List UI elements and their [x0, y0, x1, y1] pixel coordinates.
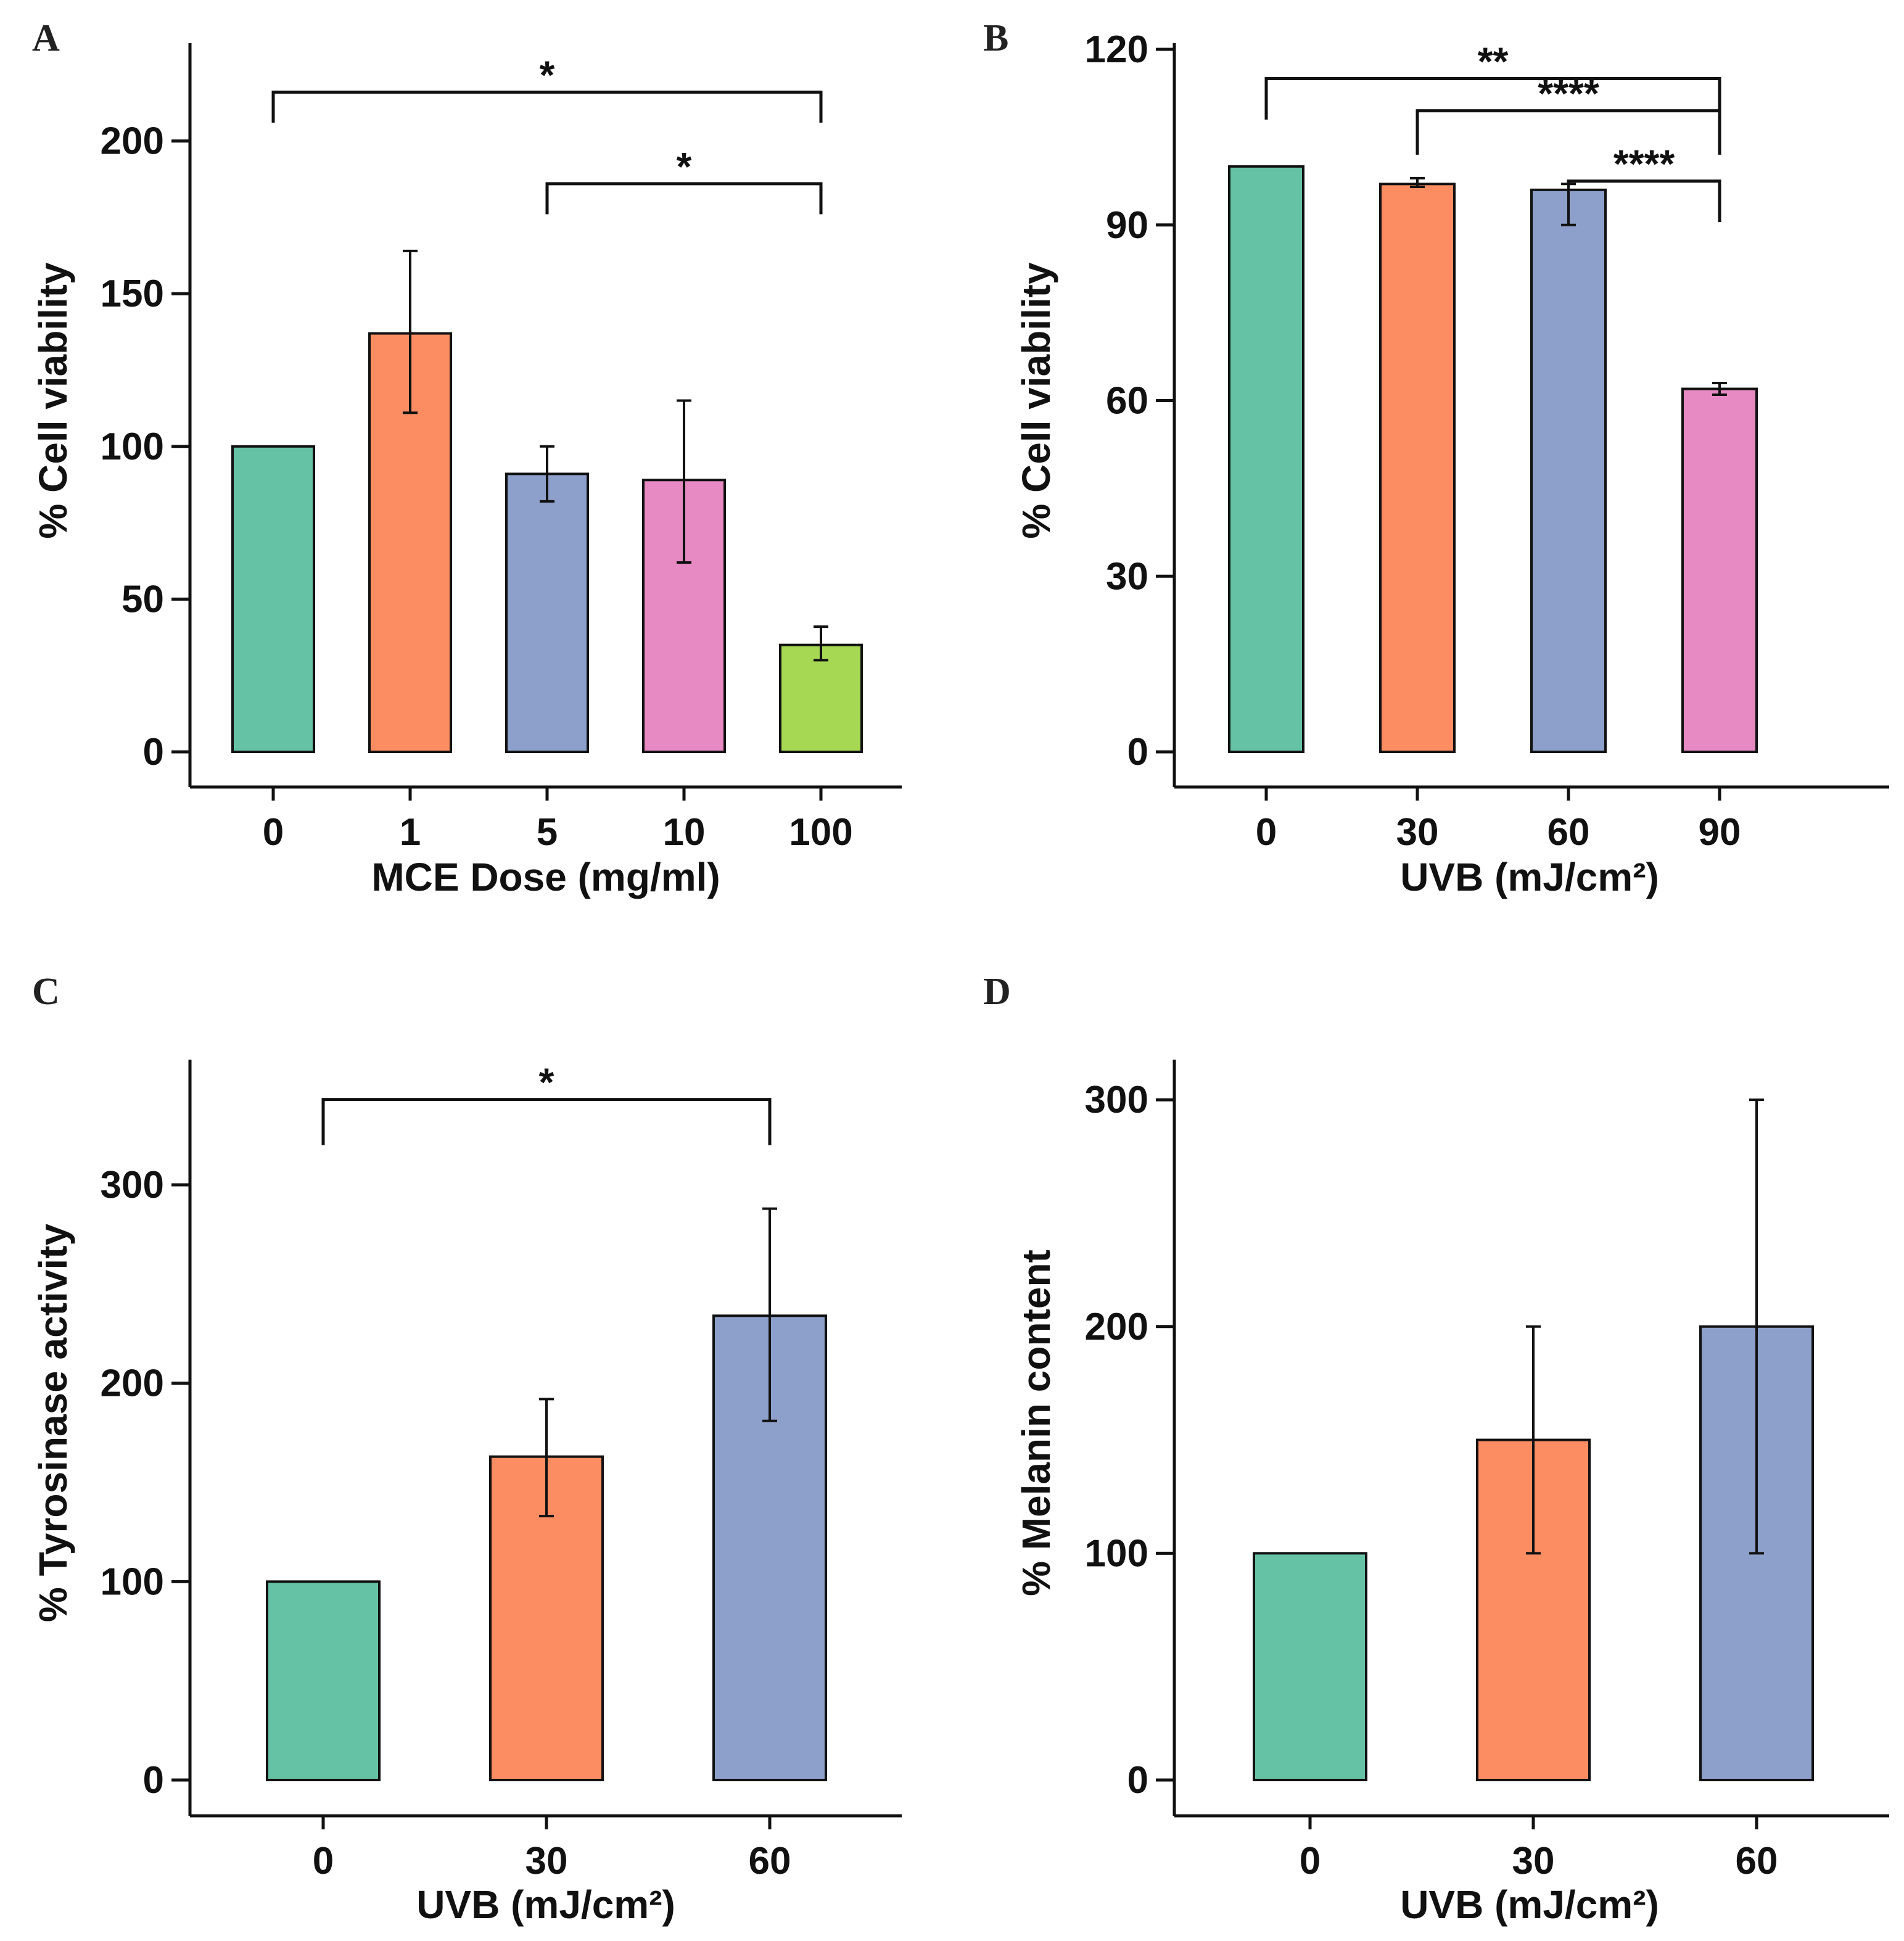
y-tick-label: 100 [101, 426, 164, 468]
significance-bracket [1416, 109, 1721, 155]
y-tick-label: 300 [1085, 1079, 1148, 1121]
significance-bracket [271, 90, 823, 123]
x-tick-label: 0 [1256, 811, 1277, 854]
y-tick-label: 50 [122, 578, 164, 620]
bar-c-0 [266, 1580, 381, 1781]
y-tick-label: 0 [143, 1759, 164, 1802]
x-tick-label: 5 [537, 811, 558, 854]
y-tick-label: 0 [1127, 1759, 1148, 1802]
x-tick-label: 90 [1699, 811, 1741, 854]
y-tick-label: 300 [101, 1164, 164, 1206]
x-tick-label: 1 [400, 811, 421, 854]
x-tick-label: 0 [263, 811, 284, 854]
significance-label: * [677, 144, 692, 189]
significance-bracket [545, 182, 823, 215]
y-tick-label: 0 [143, 731, 164, 773]
x-axis-title: UVB (mJ/cm²) [1400, 855, 1659, 899]
x-axis-title: UVB (mJ/cm²) [1400, 1882, 1659, 1927]
bar-b-0 [1228, 165, 1304, 754]
x-tick-label: 30 [525, 1840, 568, 1882]
y-tick-label: 120 [1085, 28, 1148, 71]
panel-c-chart: 0 100 200 300 0 30 60 * UVB (mJ/cm²) % Tyrosinase… [31, 1060, 902, 1927]
significance-bracket [1567, 179, 1721, 223]
x-tick-label: 30 [1512, 1840, 1555, 1882]
bar-a-5 [505, 472, 589, 753]
y-axis-title: % Cell viability [1014, 262, 1058, 539]
significance-label: * [539, 1060, 554, 1105]
x-axis-title: MCE Dose (mg/ml) [371, 855, 720, 899]
bar-a-0 [231, 445, 315, 753]
y-tick-label: 90 [1106, 204, 1148, 247]
x-axis-title: UVB (mJ/cm²) [416, 1882, 675, 1927]
y-tick-label: 200 [1085, 1306, 1148, 1348]
bar-b-60 [1530, 188, 1607, 753]
significance-label: **** [1538, 72, 1599, 116]
panel-letter-b: B [983, 17, 1008, 59]
bar-b-90 [1681, 387, 1758, 753]
significance-label: * [540, 52, 555, 97]
y-tick-label: 200 [101, 1362, 164, 1405]
panel-letter-c: C [32, 971, 60, 1013]
significance-label: **** [1613, 142, 1675, 186]
panel-letter-a: A [32, 17, 60, 59]
y-axis-title: % Cell viability [31, 262, 75, 539]
x-tick-label: 0 [1300, 1840, 1321, 1882]
x-tick-label: 100 [789, 811, 852, 854]
bar-b-30 [1379, 183, 1456, 753]
y-tick-label: 150 [101, 273, 164, 315]
x-tick-label: 0 [313, 1840, 334, 1882]
x-tick-label: 30 [1396, 811, 1439, 854]
panel-letter-d: D [983, 971, 1011, 1013]
significance-bracket [1264, 76, 1721, 120]
y-axis-title: % Melanin content [1014, 1250, 1058, 1596]
y-tick-label: 60 [1106, 380, 1148, 422]
bar-d-0 [1253, 1552, 1367, 1781]
significance-label: ** [1478, 39, 1509, 83]
panel-d-chart: 0 100 200 300 0 30 60 UVB (mJ/cm²) % Melanin con… [1014, 1060, 1889, 1927]
significance-bracket [321, 1098, 772, 1145]
y-tick-label: 100 [101, 1560, 164, 1603]
x-tick-label: 60 [1736, 1840, 1778, 1882]
y-tick-label: 0 [1127, 731, 1148, 773]
x-tick-label: 10 [663, 811, 706, 854]
x-tick-label: 60 [749, 1840, 791, 1882]
x-tick-label: 60 [1548, 811, 1590, 854]
bar-a-100 [779, 643, 863, 754]
y-axis-title: % Tyrosinase activity [31, 1223, 75, 1622]
y-tick-label: 30 [1106, 555, 1148, 598]
panel-a-chart: 0 50 100 150 200 0 1 5 10 100 * * MCE Dose (mg/ml) % … [31, 43, 902, 899]
y-tick-label: 200 [101, 120, 164, 163]
y-tick-label: 100 [1085, 1532, 1148, 1575]
